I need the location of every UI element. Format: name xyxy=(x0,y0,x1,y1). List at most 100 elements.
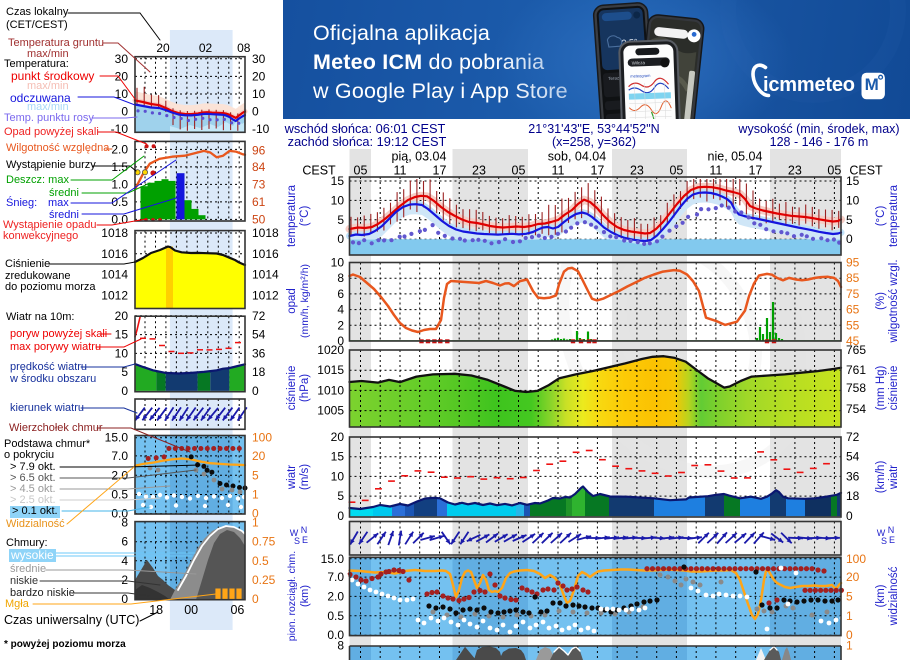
svg-text:temperatura: temperatura xyxy=(888,184,900,247)
svg-text:M: M xyxy=(865,75,879,94)
svg-text:05: 05 xyxy=(512,164,526,178)
svg-text:meteogram: meteogram xyxy=(630,73,651,79)
svg-text:0: 0 xyxy=(121,105,128,119)
svg-text:0.5: 0.5 xyxy=(327,609,344,623)
svg-text:10: 10 xyxy=(331,256,345,270)
svg-text:0: 0 xyxy=(337,232,344,246)
svg-text:(mm Hg): (mm Hg) xyxy=(875,365,887,410)
svg-text:1012: 1012 xyxy=(101,288,128,302)
svg-text:0.75: 0.75 xyxy=(252,535,276,549)
svg-text:20: 20 xyxy=(115,69,129,83)
svg-text:(%): (%) xyxy=(875,292,887,310)
svg-text:15: 15 xyxy=(331,174,345,188)
svg-text:45: 45 xyxy=(846,334,860,348)
svg-text:18: 18 xyxy=(846,489,860,503)
svg-text:15.0: 15.0 xyxy=(321,552,345,566)
svg-text:1016: 1016 xyxy=(101,247,128,261)
svg-text:Wilcza: Wilcza xyxy=(632,60,646,65)
svg-text:15: 15 xyxy=(115,328,129,342)
svg-text:(mm/h, kg/m²/h): (mm/h, kg/m²/h) xyxy=(299,264,311,338)
svg-text:(km): (km) xyxy=(875,584,887,607)
svg-text:0: 0 xyxy=(252,105,259,119)
svg-text:10: 10 xyxy=(115,346,129,360)
svg-text:0: 0 xyxy=(846,232,853,246)
svg-text:765: 765 xyxy=(846,343,866,357)
svg-text:temperatura: temperatura xyxy=(286,184,298,247)
svg-text:20: 20 xyxy=(156,41,170,55)
svg-text:4: 4 xyxy=(121,554,128,568)
svg-text:0: 0 xyxy=(121,384,128,398)
svg-text:(km/h): (km/h) xyxy=(875,461,887,494)
svg-text:20: 20 xyxy=(846,570,860,584)
svg-text:1014: 1014 xyxy=(252,268,279,282)
svg-text:54: 54 xyxy=(252,328,266,342)
svg-text:1016: 1016 xyxy=(252,247,279,261)
svg-text:icmmeteo: icmmeteo xyxy=(763,74,855,96)
svg-text:72: 72 xyxy=(252,309,266,323)
svg-text:widzialność: widzialność xyxy=(888,566,900,626)
svg-text:1005: 1005 xyxy=(317,404,344,418)
svg-text:8: 8 xyxy=(337,271,344,285)
svg-text:36: 36 xyxy=(252,346,266,360)
svg-text:wilgotność wzgl.: wilgotność wzgl. xyxy=(888,259,900,343)
svg-text:0.5: 0.5 xyxy=(111,195,128,209)
svg-text:6: 6 xyxy=(121,535,128,549)
svg-text:15: 15 xyxy=(846,174,860,188)
svg-text:(°C): (°C) xyxy=(299,206,311,227)
svg-text:96: 96 xyxy=(252,143,266,157)
svg-text:-10: -10 xyxy=(111,122,129,136)
svg-text:8: 8 xyxy=(337,639,344,653)
svg-text:wysokość (min, środek, max): wysokość (min, środek, max) xyxy=(737,122,899,136)
svg-text:0: 0 xyxy=(337,334,344,348)
svg-text:17: 17 xyxy=(748,164,762,178)
svg-text:pią, 03.04: pią, 03.04 xyxy=(392,150,447,164)
svg-text:S: S xyxy=(881,536,887,546)
svg-text:5: 5 xyxy=(337,489,344,503)
svg-text:1: 1 xyxy=(252,516,259,530)
svg-text:02: 02 xyxy=(199,41,213,55)
svg-text:72: 72 xyxy=(846,430,860,444)
svg-text:7.0: 7.0 xyxy=(327,570,344,584)
svg-text:2: 2 xyxy=(337,318,344,332)
svg-text:N: N xyxy=(301,525,308,535)
svg-text:N: N xyxy=(888,525,895,535)
svg-text:30: 30 xyxy=(115,52,129,66)
svg-text:50: 50 xyxy=(252,212,266,226)
svg-text:36: 36 xyxy=(846,469,860,483)
svg-text:21°31'43"E, 53°44'52"N: 21°31'43"E, 53°44'52"N xyxy=(528,122,659,136)
svg-text:2.0: 2.0 xyxy=(111,468,128,482)
svg-text:7.0: 7.0 xyxy=(111,449,128,463)
svg-text:sob, 04.04: sob, 04.04 xyxy=(548,150,606,164)
svg-text:10: 10 xyxy=(846,193,860,207)
svg-text:opad: opad xyxy=(286,288,298,314)
svg-text:75: 75 xyxy=(846,287,860,301)
svg-text:05: 05 xyxy=(669,164,683,178)
svg-text:55: 55 xyxy=(846,318,860,332)
svg-text:2.0: 2.0 xyxy=(327,589,344,603)
svg-text:0: 0 xyxy=(337,509,344,523)
svg-text:nie, 05.04: nie, 05.04 xyxy=(708,150,763,164)
svg-text:pion. rozciągł. chm.: pion. rozciągł. chm. xyxy=(286,551,298,641)
svg-text:0.0: 0.0 xyxy=(111,507,128,521)
svg-text:30: 30 xyxy=(252,52,266,66)
svg-text:95: 95 xyxy=(846,256,860,270)
svg-text:(km): (km) xyxy=(299,585,311,607)
svg-text:10: 10 xyxy=(115,87,129,101)
svg-text:ciśnienie: ciśnienie xyxy=(888,366,900,411)
svg-text:0.0: 0.0 xyxy=(327,628,344,642)
svg-text:84: 84 xyxy=(252,160,266,174)
svg-text:0: 0 xyxy=(846,628,853,642)
svg-text:E: E xyxy=(302,535,308,545)
svg-text:10: 10 xyxy=(331,193,345,207)
svg-text:1012: 1012 xyxy=(252,288,279,302)
svg-text:128 - 146 - 176 m: 128 - 146 - 176 m xyxy=(770,135,869,149)
svg-text:0.5: 0.5 xyxy=(111,488,128,502)
svg-text:54: 54 xyxy=(846,450,860,464)
svg-text:00: 00 xyxy=(184,603,198,617)
svg-text:wiatr: wiatr xyxy=(286,465,298,490)
svg-text:18: 18 xyxy=(149,603,163,617)
svg-text:0.25: 0.25 xyxy=(252,573,276,587)
svg-text:0.5: 0.5 xyxy=(252,554,269,568)
svg-text:5: 5 xyxy=(121,365,128,379)
svg-text:(m/s): (m/s) xyxy=(299,464,311,490)
